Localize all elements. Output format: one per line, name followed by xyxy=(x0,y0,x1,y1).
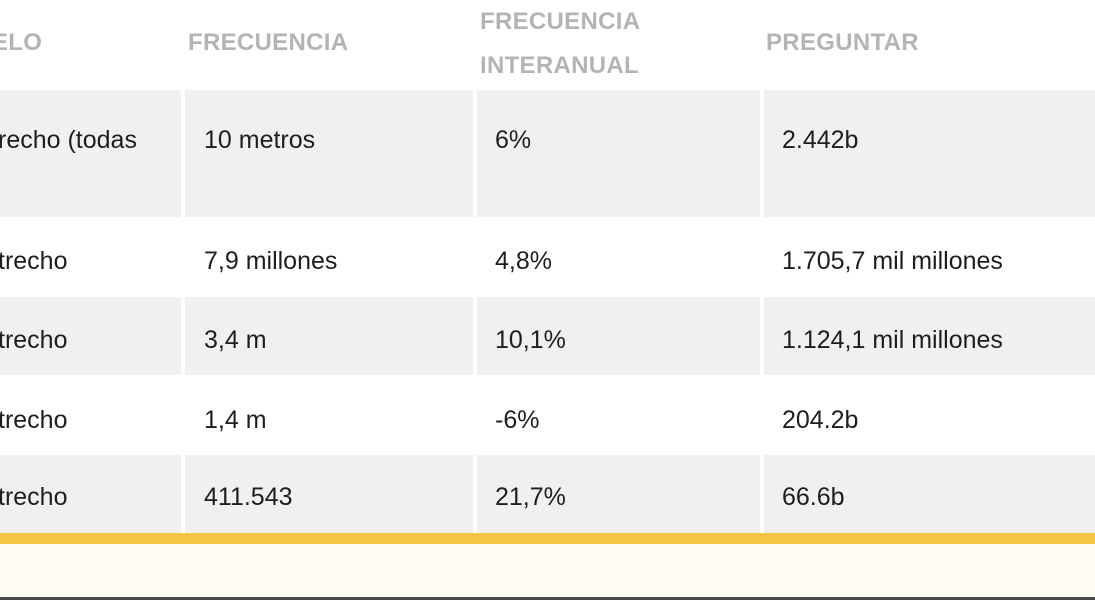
table-row: trecho 411.543 21,7% 66.6b xyxy=(0,455,1095,533)
cell-text: 204.2b xyxy=(782,406,859,434)
column-header-preguntar[interactable]: PREGUNTAR xyxy=(766,29,919,56)
cell-preguntar: 2.442b xyxy=(764,90,1095,217)
data-table: recho (todas 10 metros 6% 2.442b trecho … xyxy=(0,90,1095,533)
table-header: ELO FRECUENCIA FRECUENCIA INTERANUAL PRE… xyxy=(0,0,1095,90)
column-divider xyxy=(181,297,185,375)
cell-modelo: trecho xyxy=(0,297,180,375)
cell-text: 1.124,1 mil millones xyxy=(782,326,1003,354)
cell-text: 3,4 m xyxy=(204,326,267,354)
cell-frecuencia-interanual: 6% xyxy=(477,90,760,217)
cell-text: 1.705,7 mil millones xyxy=(782,247,1003,275)
column-divider xyxy=(181,455,185,533)
cell-modelo: trecho xyxy=(0,375,180,455)
table-row: trecho 3,4 m 10,1% 1.124,1 mil millones xyxy=(0,297,1095,375)
column-divider xyxy=(473,297,477,375)
cell-frecuencia: 1,4 m xyxy=(185,375,473,455)
cell-text: trecho xyxy=(0,406,68,434)
cell-frecuencia-interanual: 21,7% xyxy=(477,455,760,533)
cell-preguntar: 1.705,7 mil millones xyxy=(764,217,1095,297)
cell-text: 10 metros xyxy=(204,126,316,154)
cell-frecuencia-interanual: 4,8% xyxy=(477,217,760,297)
cell-modelo: trecho xyxy=(0,217,180,297)
column-divider xyxy=(181,90,185,217)
cell-text: 66.6b xyxy=(782,483,845,511)
cell-text: 7,9 millones xyxy=(204,247,338,275)
table-row: trecho 1,4 m -6% 204.2b xyxy=(0,375,1095,455)
cell-frecuencia: 7,9 millones xyxy=(185,217,473,297)
column-divider xyxy=(760,297,764,375)
column-header-frecuencia-interanual-text: FRECUENCIA INTERANUAL xyxy=(480,8,641,79)
cell-text: 10,1% xyxy=(495,326,566,354)
table-row: recho (todas 10 metros 6% 2.442b xyxy=(0,90,1095,217)
column-divider xyxy=(760,90,764,217)
cell-frecuencia-interanual: -6% xyxy=(477,375,760,455)
cell-text: 2.442b xyxy=(782,126,859,154)
footer-area xyxy=(0,544,1095,598)
cell-frecuencia: 411.543 xyxy=(185,455,473,533)
column-header-modelo[interactable]: ELO xyxy=(0,29,43,56)
column-header-frecuencia[interactable]: FRECUENCIA xyxy=(188,29,349,56)
cell-text: 411.543 xyxy=(204,483,293,511)
cell-frecuencia: 10 metros xyxy=(185,90,473,217)
cell-text: trecho xyxy=(0,326,68,354)
cell-modelo: recho (todas xyxy=(0,90,180,217)
bottom-border xyxy=(0,597,1095,600)
cell-frecuencia: 3,4 m xyxy=(185,297,473,375)
column-divider xyxy=(760,455,764,533)
cell-text: -6% xyxy=(495,406,540,434)
cell-text: recho (todas xyxy=(0,126,137,154)
cell-text: 1,4 m xyxy=(204,406,267,434)
cell-modelo: trecho xyxy=(0,455,180,533)
cell-preguntar: 204.2b xyxy=(764,375,1095,455)
column-divider xyxy=(473,455,477,533)
column-header-frecuencia-interanual[interactable]: FRECUENCIA INTERANUAL xyxy=(480,0,740,88)
cell-preguntar: 66.6b xyxy=(764,455,1095,533)
table-row: trecho 7,9 millones 4,8% 1.705,7 mil mil… xyxy=(0,217,1095,297)
column-divider xyxy=(473,90,477,217)
cell-text: 4,8% xyxy=(495,247,552,275)
cell-text: 6% xyxy=(495,126,532,154)
cell-text: 21,7% xyxy=(495,483,566,511)
cell-text: trecho xyxy=(0,247,68,275)
cell-text: trecho xyxy=(0,483,68,511)
cell-frecuencia-interanual: 10,1% xyxy=(477,297,760,375)
cell-preguntar: 1.124,1 mil millones xyxy=(764,297,1095,375)
table-bottom-accent-bar xyxy=(0,533,1095,544)
